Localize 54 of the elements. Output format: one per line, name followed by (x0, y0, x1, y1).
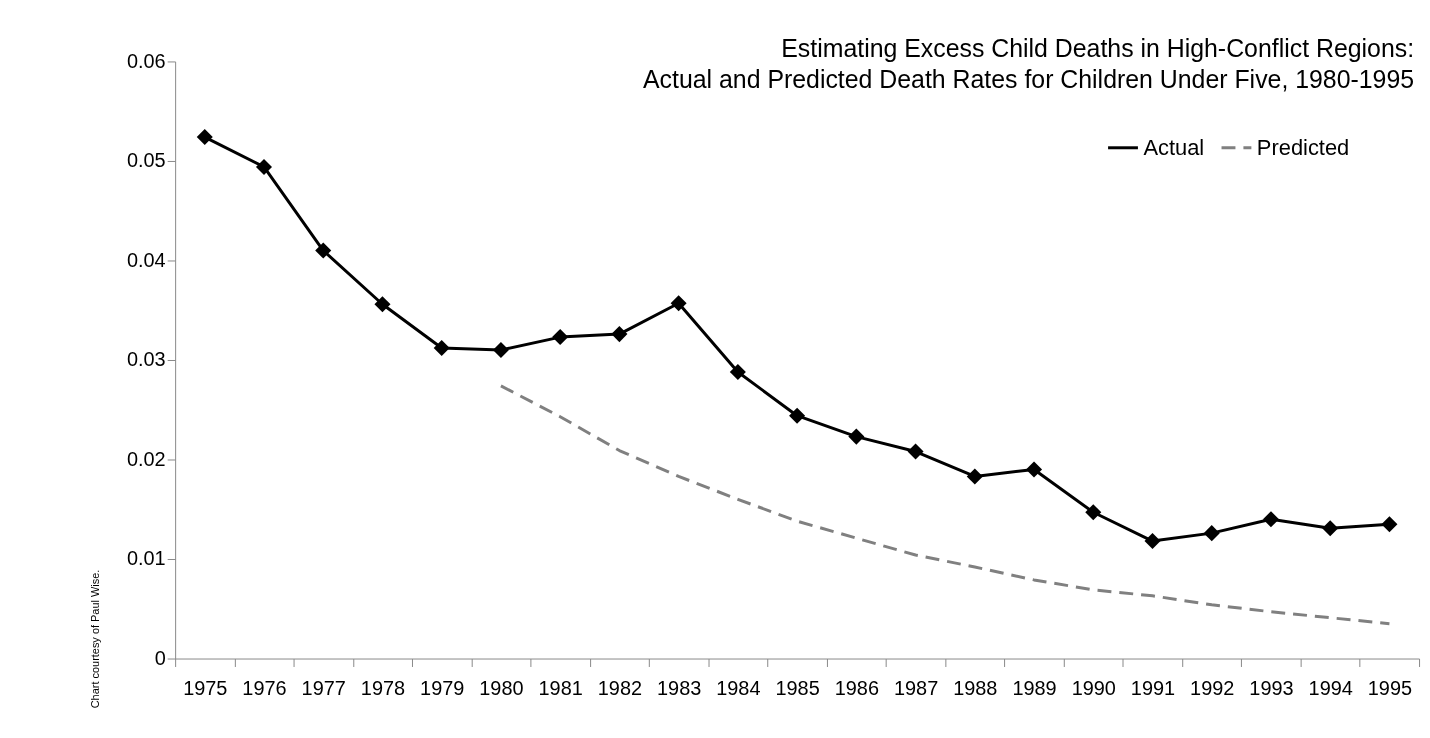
legend-label: Predicted (1256, 134, 1350, 160)
y-tick-label: 0.06 (126, 49, 166, 72)
y-tick-label: 0.01 (126, 547, 166, 570)
y-tick-label: 0.04 (126, 248, 166, 271)
point (1144, 533, 1161, 550)
x-tick-label: 1993 (1249, 676, 1294, 699)
x-tick-label: 1975 (183, 676, 228, 699)
point (1026, 461, 1043, 478)
legend-label: Actual (1143, 134, 1205, 160)
point (1085, 504, 1102, 521)
x-tick-label: 1978 (360, 676, 406, 699)
point (552, 329, 569, 346)
y-tick-label: 0 (154, 646, 166, 669)
point (966, 468, 983, 485)
point (1203, 525, 1220, 542)
point (1322, 520, 1339, 537)
point (492, 342, 509, 359)
x-tick-label: 1989 (1012, 676, 1057, 699)
y-tick-label: 0.03 (126, 348, 166, 371)
y-tick-label: 0.05 (126, 149, 166, 172)
point (433, 340, 450, 357)
x-tick-label: 1992 (1190, 676, 1235, 699)
x-tick-label: 1983 (657, 676, 702, 699)
chart-title: Estimating Excess Child Deaths in High-Conflict Regions: Actual and Predicted Death Rates for Children Under Five, 1980-1995 (643, 34, 1415, 94)
point (196, 129, 213, 146)
y-tick-label: 0.02 (126, 447, 166, 470)
text: Chart courtesy of Paul Wise. (88, 569, 101, 709)
x-tick-label: 1994 (1308, 676, 1353, 699)
line-series (499, 384, 1391, 626)
point (729, 363, 746, 380)
x-tick-label: 1982 (597, 676, 643, 699)
point (1262, 511, 1279, 528)
point (670, 295, 687, 312)
point (374, 296, 391, 313)
x-tick-label: 1995 (1367, 676, 1413, 699)
point (255, 158, 273, 175)
x-tick-label: 1980 (479, 676, 524, 699)
x-tick-label: 1977 (301, 676, 346, 699)
x-tick-label: 1988 (953, 676, 998, 699)
point (907, 443, 924, 460)
x-tick-label: 1979 (420, 676, 465, 699)
x-tick-label: 1984 (716, 676, 761, 699)
point (789, 407, 806, 424)
point (1381, 516, 1398, 533)
x-tick-label: 1985 (775, 676, 820, 699)
x-tick-label: 1976 (242, 676, 287, 699)
point (611, 326, 628, 343)
x-tick-label: 1987 (893, 676, 939, 699)
point (315, 242, 332, 259)
point (848, 428, 865, 445)
x-tick-label: 1981 (538, 676, 583, 699)
x-tick-label: 1986 (834, 676, 879, 699)
x-tick-label: 1990 (1071, 676, 1116, 699)
x-tick-label: 1991 (1130, 676, 1176, 699)
